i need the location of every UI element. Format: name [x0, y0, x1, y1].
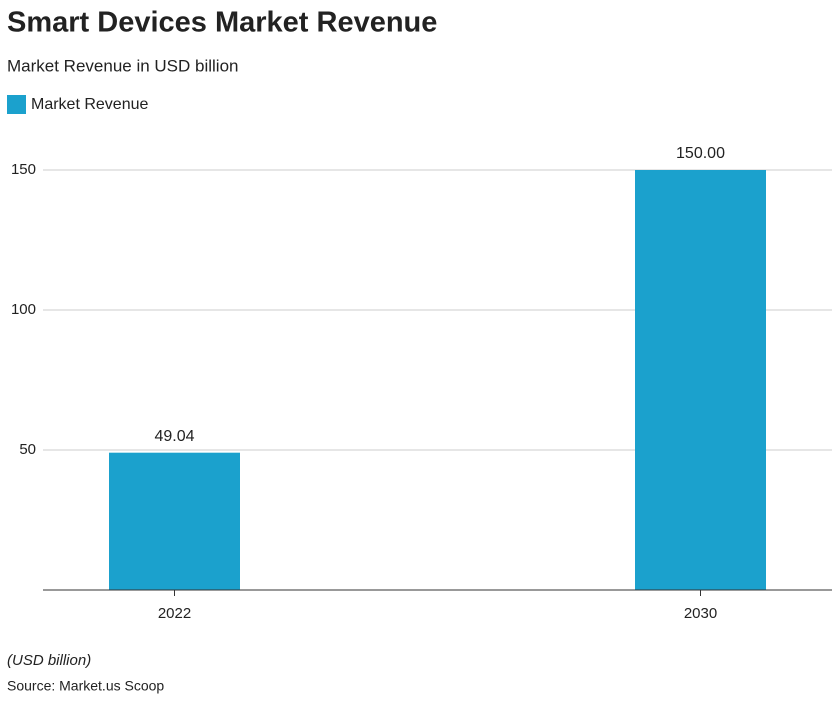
legend-label: Market Revenue: [31, 96, 148, 113]
bar: [635, 170, 766, 590]
x-tick-label: 2022: [158, 605, 191, 622]
legend-swatch: [7, 95, 26, 114]
note: (USD billion): [7, 652, 91, 669]
bar: [109, 452, 240, 590]
value-label: 150.00: [676, 145, 725, 162]
chart-title: Smart Devices Market Revenue: [7, 7, 437, 39]
x-tick-label: 2030: [684, 605, 717, 622]
y-tick-label: 100: [11, 301, 36, 318]
value-label: 49.04: [154, 428, 194, 445]
y-tick-label: 150: [11, 161, 36, 178]
chart-subtitle: Market Revenue in USD billion: [7, 56, 239, 75]
y-tick-label: 50: [19, 441, 36, 458]
source: Source: Market.us Scoop: [7, 678, 164, 694]
